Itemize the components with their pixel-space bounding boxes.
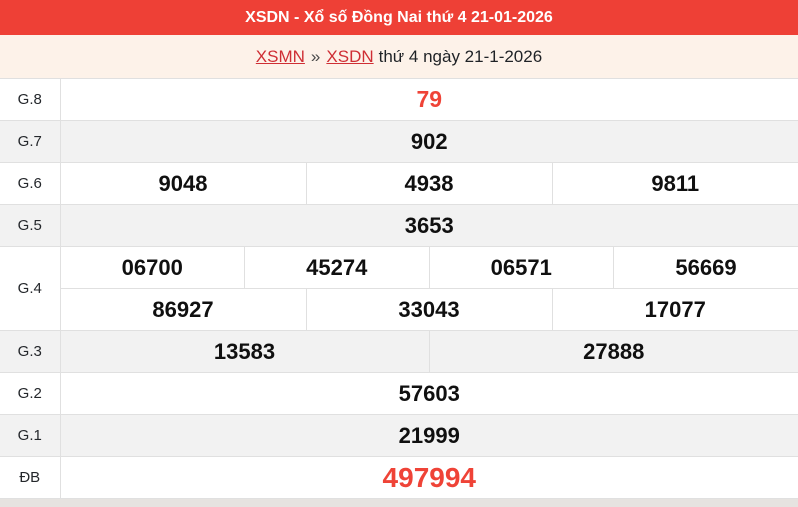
- prize-label-g3: G.3: [0, 330, 61, 373]
- prize-label-g6: G.6: [0, 162, 61, 205]
- prize-value: 57603: [59, 372, 798, 415]
- prize-value: 45274: [244, 246, 430, 289]
- prize-value: 33043: [305, 288, 553, 331]
- breadcrumb-text: thứ 4 ngày 21-1-2026: [378, 47, 543, 66]
- prize-label-db: ĐB: [0, 456, 61, 499]
- table-row-g8: G.8 79: [0, 78, 798, 121]
- table-row-db: ĐB 497994: [0, 456, 798, 499]
- page-title: XSDN - Xổ số Đồng Nai thứ 4 21-01-2026: [0, 0, 798, 35]
- breadcrumb: XSMN » XSDN thứ 4 ngày 21-1-2026: [0, 35, 798, 78]
- breadcrumb-link-xsmn[interactable]: XSMN: [255, 47, 305, 66]
- prize-value: 27888: [428, 330, 798, 373]
- prize-value: 902: [59, 120, 798, 163]
- prize-value: 56669: [613, 246, 798, 289]
- prize-label-g1: G.1: [0, 414, 61, 457]
- prize-value: 79: [59, 78, 798, 121]
- prize-value: 86927: [60, 288, 307, 331]
- prize-value: 06571: [428, 246, 614, 289]
- prize-value: 21999: [59, 414, 798, 457]
- prize-label-g2: G.2: [0, 372, 61, 415]
- prize-value-jackpot: 497994: [59, 456, 798, 499]
- table-row-g5: G.5 3653: [0, 204, 798, 247]
- prize-value: 3653: [59, 204, 798, 247]
- table-row-g1: G.1 21999: [0, 414, 798, 457]
- table-row-g4b: 86927 33043 17077: [0, 288, 798, 331]
- results-table: G.8 79 G.7 902 G.6 9048 4938 9811 G.5 36…: [0, 78, 798, 499]
- prize-label-g8: G.8: [0, 78, 61, 121]
- prize-value: 9811: [551, 162, 798, 205]
- table-row-g7: G.7 902: [0, 120, 798, 163]
- prize-value: 17077: [551, 288, 798, 331]
- prize-label-g5: G.5: [0, 204, 61, 247]
- bottom-divider: [0, 499, 798, 507]
- table-row-g4a: G.4 06700 45274 06571 56669: [0, 246, 798, 331]
- table-row-g6: G.6 9048 4938 9811: [0, 162, 798, 205]
- breadcrumb-link-xsdn[interactable]: XSDN: [326, 47, 374, 66]
- prize-value: 13583: [59, 330, 430, 373]
- prize-label-g4: G.4: [0, 246, 61, 331]
- prize-value: 06700: [59, 246, 245, 289]
- breadcrumb-separator: »: [310, 47, 321, 66]
- prize-value: 4938: [305, 162, 553, 205]
- table-row-g2: G.2 57603: [0, 372, 798, 415]
- table-row-g3: G.3 13583 27888: [0, 330, 798, 373]
- prize-value: 9048: [59, 162, 307, 205]
- prize-label-g7: G.7: [0, 120, 61, 163]
